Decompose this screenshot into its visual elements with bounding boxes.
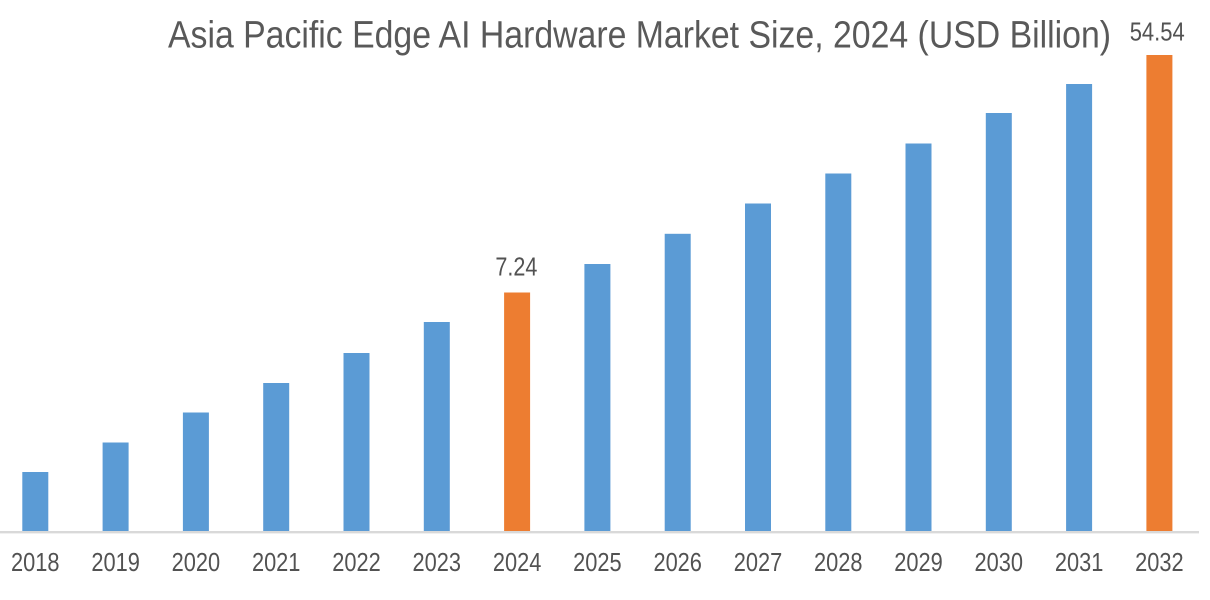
svg-text:2023: 2023: [413, 549, 462, 577]
svg-text:2019: 2019: [91, 549, 140, 577]
svg-text:2026: 2026: [653, 549, 702, 577]
svg-text:2032: 2032: [1135, 549, 1184, 577]
svg-text:2020: 2020: [172, 549, 221, 577]
svg-text:2018: 2018: [11, 549, 60, 577]
svg-text:2021: 2021: [252, 549, 301, 577]
svg-text:2025: 2025: [573, 549, 622, 577]
svg-text:2030: 2030: [975, 549, 1024, 577]
svg-text:2024: 2024: [493, 549, 542, 577]
svg-text:2027: 2027: [734, 549, 783, 577]
svg-text:54.54: 54.54: [1130, 18, 1185, 46]
svg-text:7.24: 7.24: [495, 253, 537, 281]
svg-text:2029: 2029: [894, 549, 943, 577]
svg-text:2031: 2031: [1055, 549, 1104, 577]
svg-text:2022: 2022: [332, 549, 381, 577]
svg-text:2028: 2028: [814, 549, 863, 577]
svg-text:Asia Pacific Edge AI Hardware: Asia Pacific Edge AI Hardware Market Siz…: [168, 15, 1111, 57]
